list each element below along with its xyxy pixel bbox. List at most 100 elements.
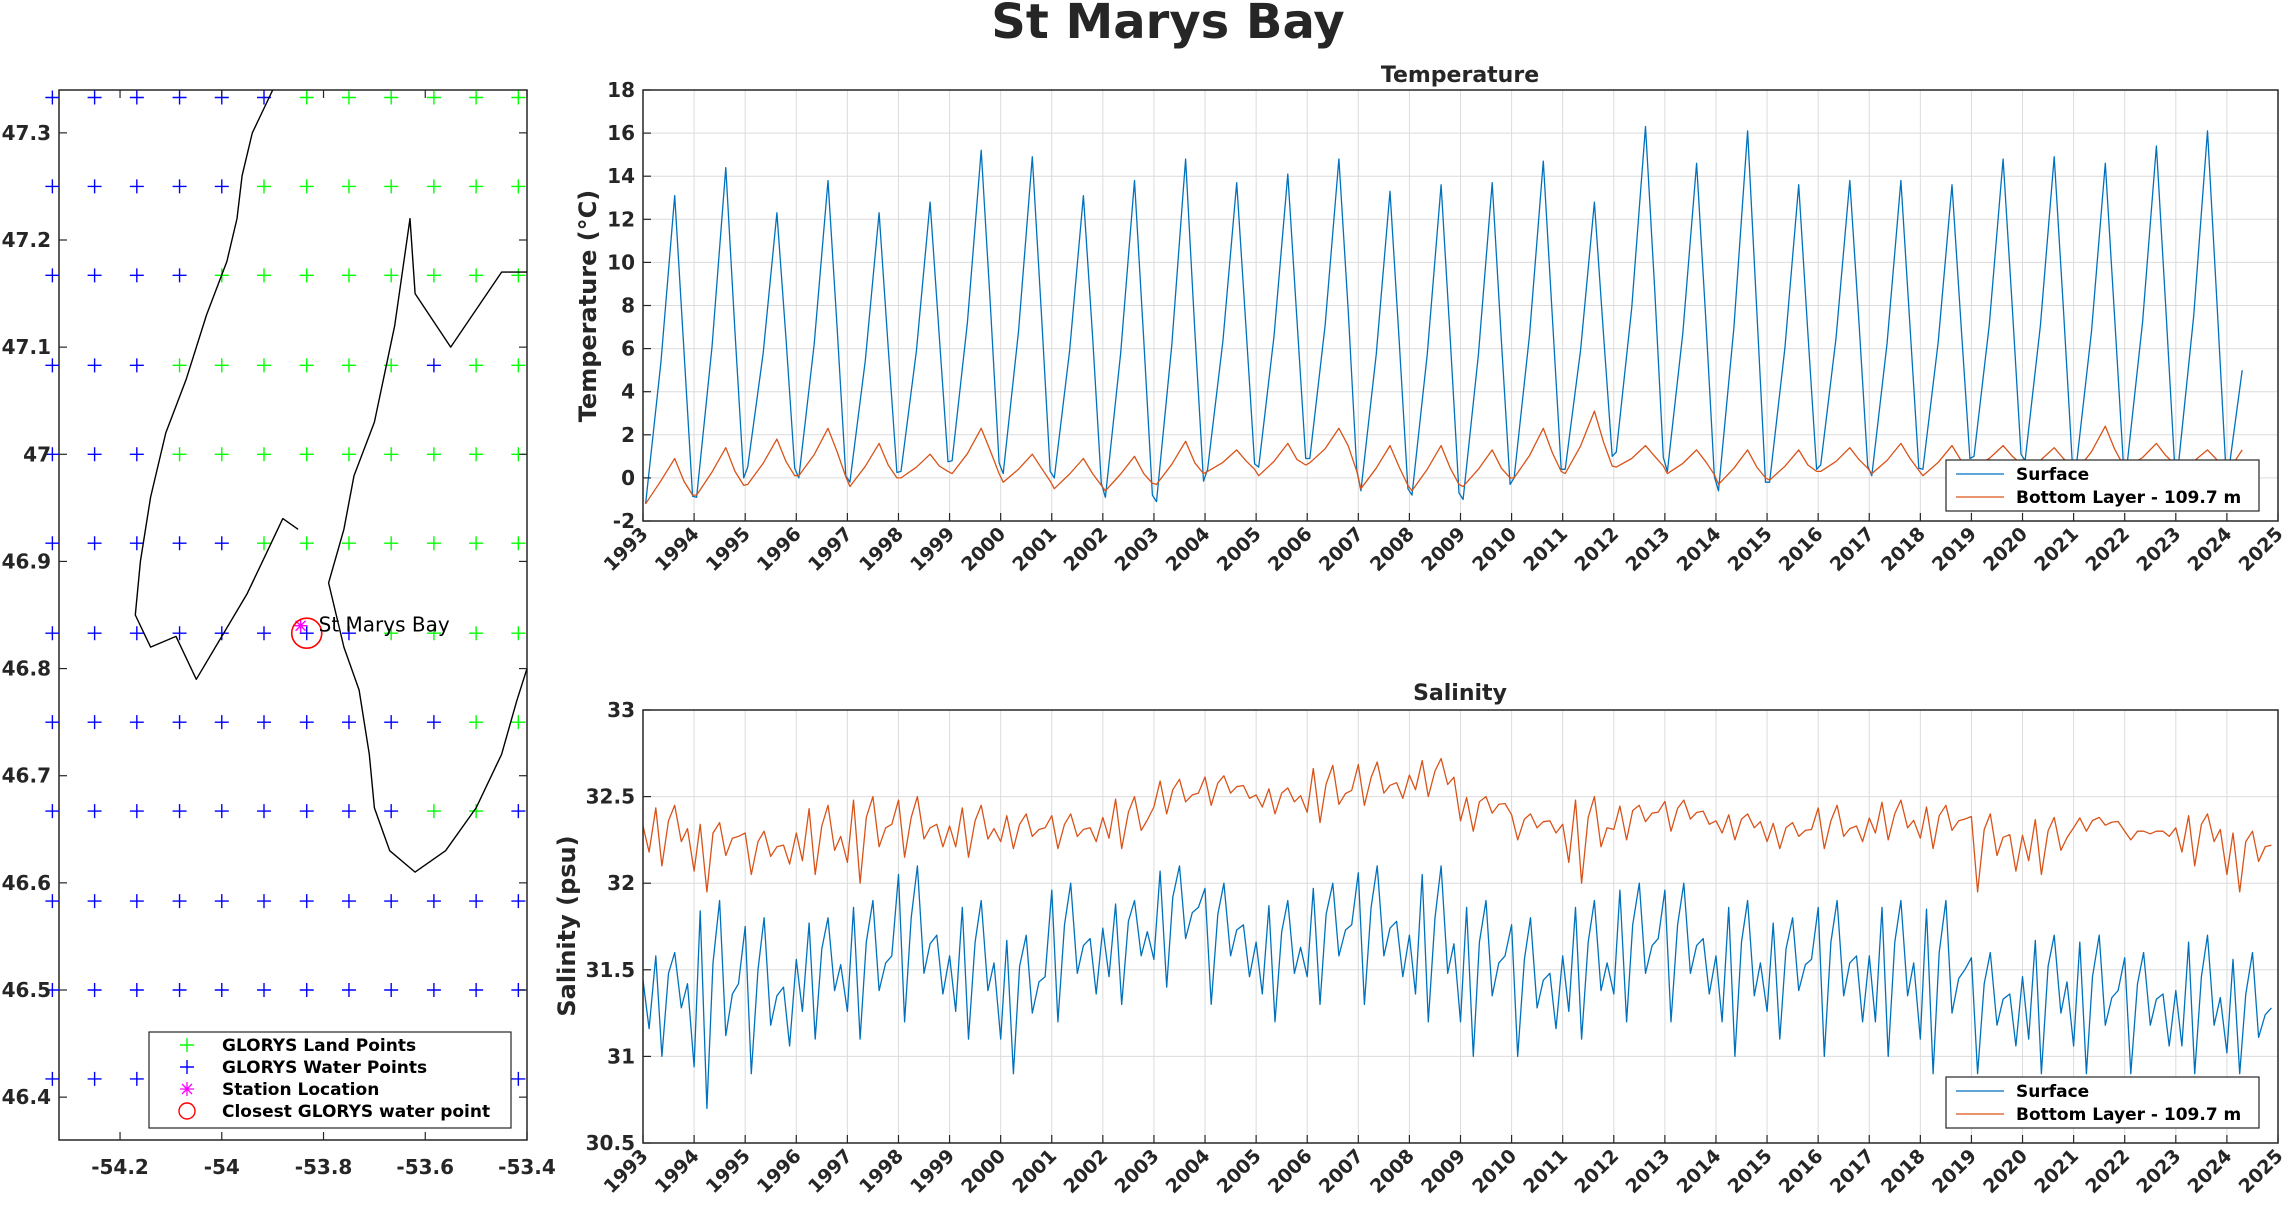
water-point — [341, 715, 356, 730]
map-ytick-label: 46.4 — [2, 1085, 51, 1109]
water-point — [257, 626, 272, 641]
salinity-lines — [643, 757, 2272, 1110]
water-point — [299, 804, 314, 819]
legend-closest-icon — [178, 1102, 196, 1120]
water-point — [87, 626, 102, 641]
water-point — [87, 1071, 102, 1086]
coastline-east — [327, 217, 528, 873]
water-point — [469, 983, 484, 997]
water-point — [129, 715, 144, 730]
water-point — [299, 715, 314, 730]
land-point — [341, 90, 356, 105]
land-point — [469, 268, 484, 283]
series-line-bottom — [643, 757, 2272, 893]
water-point — [214, 983, 229, 997]
series-line-surface — [644, 125, 2243, 504]
water-point — [87, 358, 102, 373]
water-point — [214, 179, 229, 194]
temperature-ytick-label: 2 — [621, 423, 635, 447]
land-point — [511, 268, 526, 283]
water-point — [511, 1071, 526, 1086]
water-point — [87, 894, 102, 909]
salinity-ytick-label: 33 — [607, 698, 635, 722]
land-point — [172, 358, 187, 373]
water-point — [172, 894, 187, 909]
water-point — [87, 536, 102, 551]
water-point — [45, 179, 60, 194]
water-point — [214, 894, 229, 909]
water-point — [214, 804, 229, 819]
map-ticks: -54.2 -54 -53.8 -53.6 -53.4 47.3 47.2 47.1 47 46.… — [2, 90, 556, 1179]
water-point — [384, 894, 399, 909]
water-point — [45, 447, 60, 462]
water-point — [384, 983, 399, 997]
land-point — [384, 268, 399, 283]
water-point — [87, 447, 102, 462]
water-point — [214, 536, 229, 551]
water-point — [299, 626, 314, 641]
temperature-ytick-label: 14 — [607, 164, 635, 188]
salinity-title: Salinity — [1413, 681, 1507, 706]
water-point — [87, 715, 102, 730]
water-point — [426, 715, 441, 730]
land-point — [426, 179, 441, 194]
water-point — [172, 90, 187, 105]
salinity-ytick-label: 31.5 — [586, 958, 635, 982]
land-point — [469, 536, 484, 551]
map-ytick-label: 46.9 — [2, 549, 51, 573]
water-point — [214, 626, 229, 641]
temperature-ytick-label: 0 — [621, 466, 635, 490]
land-point — [257, 179, 272, 194]
land-point — [172, 447, 187, 462]
water-point — [341, 894, 356, 909]
water-point — [45, 268, 60, 283]
map-ytick-label: 46.5 — [2, 978, 51, 1002]
water-point — [87, 804, 102, 819]
land-point — [426, 804, 441, 819]
figure-title: St Marys Bay — [991, 0, 1344, 50]
land-point — [426, 90, 441, 105]
land-point — [257, 268, 272, 283]
land-point — [299, 90, 314, 105]
map-legend-label: Closest GLORYS water point — [222, 1102, 490, 1122]
water-point — [426, 894, 441, 909]
temperature-ytick-label: 16 — [607, 121, 635, 145]
water-point — [257, 894, 272, 909]
map-panel: St Marys Bay -54.2 -54 -53.8 -53.6 -53.4 47.3… — [2, 89, 556, 1179]
salinity-ytick-label: 32.5 — [586, 785, 635, 809]
water-point — [45, 626, 60, 641]
land-point — [469, 90, 484, 105]
water-point — [129, 1071, 144, 1086]
water-point — [299, 983, 314, 997]
land-point — [384, 536, 399, 551]
land-point — [511, 90, 526, 105]
temperature-ytick-label: 6 — [621, 337, 635, 361]
water-point — [87, 179, 102, 194]
land-point — [299, 268, 314, 283]
map-ytick-label: 46.7 — [2, 764, 51, 788]
water-point — [299, 894, 314, 909]
land-point — [469, 179, 484, 194]
land-point — [469, 447, 484, 462]
temperature-ytick-label: 8 — [621, 294, 635, 318]
water-point — [87, 268, 102, 283]
water-point — [87, 90, 102, 105]
temperature-ytick-label: 10 — [607, 250, 635, 274]
land-point — [341, 447, 356, 462]
water-point — [172, 983, 187, 997]
water-point — [87, 983, 102, 997]
land-point — [341, 536, 356, 551]
map-legend-label: GLORYS Land Points — [222, 1036, 416, 1056]
water-point — [129, 447, 144, 462]
land-point — [426, 268, 441, 283]
salinity-ytick-label: 30.5 — [586, 1131, 635, 1155]
land-point — [341, 179, 356, 194]
temperature-ytick-label: -2 — [613, 509, 635, 533]
water-point — [341, 626, 356, 641]
water-point — [45, 804, 60, 819]
water-point — [426, 358, 441, 373]
salinity-legend-box — [1945, 1076, 2260, 1129]
land-point — [257, 358, 272, 373]
water-point — [257, 804, 272, 819]
